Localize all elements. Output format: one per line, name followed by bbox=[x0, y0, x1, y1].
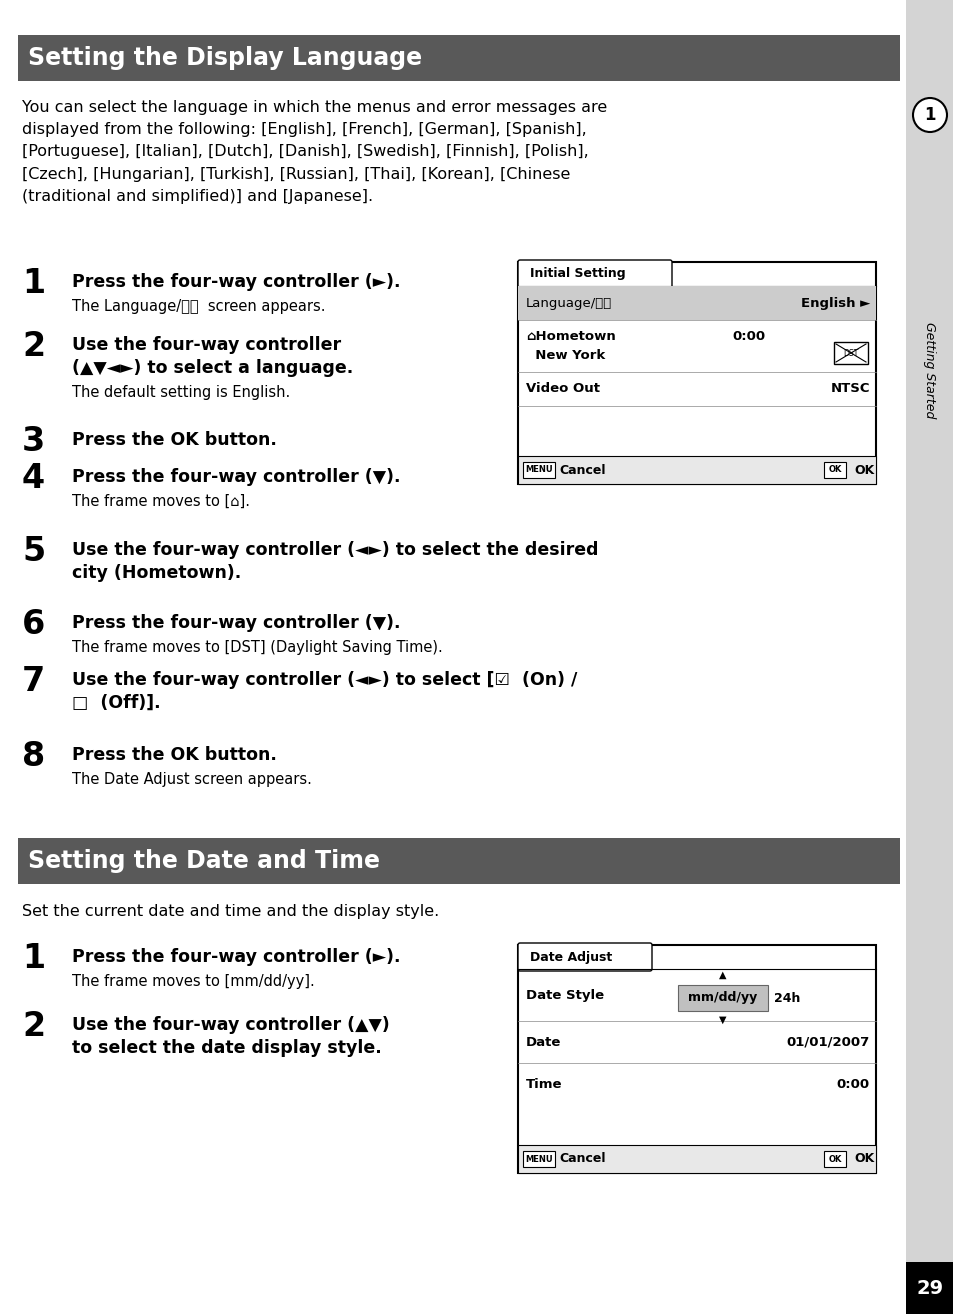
Text: Use the four-way controller (◄►) to select the desired: Use the four-way controller (◄►) to sele… bbox=[71, 541, 598, 558]
Text: Press the four-way controller (►).: Press the four-way controller (►). bbox=[71, 273, 400, 290]
Text: 8: 8 bbox=[22, 740, 45, 773]
Text: OK: OK bbox=[827, 465, 841, 474]
Text: MENU: MENU bbox=[525, 1155, 552, 1163]
Text: Language/言語: Language/言語 bbox=[525, 297, 612, 310]
Bar bbox=[522, 1151, 555, 1167]
Text: city (Hometown).: city (Hometown). bbox=[71, 564, 241, 582]
Text: 0:00: 0:00 bbox=[732, 330, 765, 343]
Text: OK: OK bbox=[827, 1155, 841, 1163]
Bar bbox=[833, 342, 867, 364]
Text: Press the four-way controller (►).: Press the four-way controller (►). bbox=[71, 947, 400, 966]
Text: mm/dd/yy: mm/dd/yy bbox=[688, 992, 757, 1004]
Bar bbox=[517, 456, 875, 484]
Text: Use the four-way controller (◄►) to select [☑  (On) /: Use the four-way controller (◄►) to sele… bbox=[71, 671, 577, 689]
Text: Video Out: Video Out bbox=[525, 382, 599, 396]
Text: English ►: English ► bbox=[800, 297, 869, 310]
Text: Time: Time bbox=[525, 1077, 562, 1091]
Text: Press the four-way controller (▼).: Press the four-way controller (▼). bbox=[71, 468, 400, 486]
Bar bbox=[678, 986, 767, 1010]
Text: 2: 2 bbox=[22, 1010, 45, 1043]
Text: MENU: MENU bbox=[525, 465, 552, 474]
Text: Press the OK button.: Press the OK button. bbox=[71, 431, 276, 449]
Text: Initial Setting: Initial Setting bbox=[530, 268, 625, 280]
FancyBboxPatch shape bbox=[517, 260, 671, 288]
Text: 1: 1 bbox=[22, 267, 45, 300]
Text: ▼: ▼ bbox=[719, 1014, 726, 1025]
Bar bbox=[823, 1151, 845, 1167]
Bar bbox=[517, 286, 875, 321]
Text: NTSC: NTSC bbox=[830, 382, 869, 396]
Text: Use the four-way controller (▲▼): Use the four-way controller (▲▼) bbox=[71, 1016, 390, 1034]
Text: OK: OK bbox=[853, 464, 873, 477]
Bar bbox=[905, 0, 953, 1314]
Text: 7: 7 bbox=[22, 665, 45, 698]
Text: Setting the Date and Time: Setting the Date and Time bbox=[28, 849, 379, 872]
Text: 3: 3 bbox=[22, 424, 45, 459]
Text: The Language/言語  screen appears.: The Language/言語 screen appears. bbox=[71, 300, 325, 314]
Bar bbox=[522, 463, 555, 478]
Text: (▲▼◄►) to select a language.: (▲▼◄►) to select a language. bbox=[71, 359, 353, 377]
Text: OK: OK bbox=[853, 1152, 873, 1166]
Bar bbox=[517, 261, 875, 484]
Text: 01/01/2007: 01/01/2007 bbox=[786, 1035, 869, 1049]
Text: 24h: 24h bbox=[773, 992, 800, 1004]
Bar bbox=[905, 1261, 953, 1314]
Text: The frame moves to [DST] (Daylight Saving Time).: The frame moves to [DST] (Daylight Savin… bbox=[71, 640, 442, 654]
Text: 2: 2 bbox=[22, 330, 45, 363]
Text: Date: Date bbox=[525, 1035, 560, 1049]
Text: The frame moves to [mm/dd/yy].: The frame moves to [mm/dd/yy]. bbox=[71, 974, 314, 989]
Text: Date Style: Date Style bbox=[525, 988, 603, 1001]
Text: Getting Started: Getting Started bbox=[923, 322, 936, 418]
Text: DST: DST bbox=[842, 348, 858, 357]
Text: 6: 6 bbox=[22, 608, 45, 641]
Text: Press the OK button.: Press the OK button. bbox=[71, 746, 276, 763]
Text: □  (Off)].: □ (Off)]. bbox=[71, 694, 160, 712]
Text: to select the date display style.: to select the date display style. bbox=[71, 1039, 381, 1056]
Text: Use the four-way controller: Use the four-way controller bbox=[71, 336, 341, 353]
Bar bbox=[18, 35, 899, 81]
Text: Setting the Display Language: Setting the Display Language bbox=[28, 46, 421, 70]
Text: Set the current date and time and the display style.: Set the current date and time and the di… bbox=[22, 904, 438, 918]
Text: New York: New York bbox=[525, 348, 604, 361]
Text: 5: 5 bbox=[22, 535, 45, 568]
Text: Press the four-way controller (▼).: Press the four-way controller (▼). bbox=[71, 614, 400, 632]
Text: 4: 4 bbox=[22, 463, 45, 495]
Text: 29: 29 bbox=[916, 1279, 943, 1297]
Text: 1: 1 bbox=[22, 942, 45, 975]
Circle shape bbox=[912, 99, 946, 131]
FancyBboxPatch shape bbox=[517, 943, 651, 971]
Text: Date Adjust: Date Adjust bbox=[530, 950, 612, 963]
Text: 0:00: 0:00 bbox=[836, 1077, 869, 1091]
Text: The frame moves to [⌂].: The frame moves to [⌂]. bbox=[71, 494, 250, 509]
Bar bbox=[18, 838, 899, 884]
Text: You can select the language in which the menus and error messages are
displayed : You can select the language in which the… bbox=[22, 100, 607, 204]
Bar bbox=[823, 463, 845, 478]
Bar bbox=[517, 1144, 875, 1173]
Text: 1: 1 bbox=[923, 106, 935, 124]
Text: The Date Adjust screen appears.: The Date Adjust screen appears. bbox=[71, 773, 312, 787]
Text: Cancel: Cancel bbox=[558, 464, 605, 477]
Text: The default setting is English.: The default setting is English. bbox=[71, 385, 290, 399]
Bar bbox=[517, 945, 875, 1173]
Text: Cancel: Cancel bbox=[558, 1152, 605, 1166]
Text: ▲: ▲ bbox=[719, 970, 726, 980]
Text: ⌂Hometown: ⌂Hometown bbox=[525, 330, 615, 343]
